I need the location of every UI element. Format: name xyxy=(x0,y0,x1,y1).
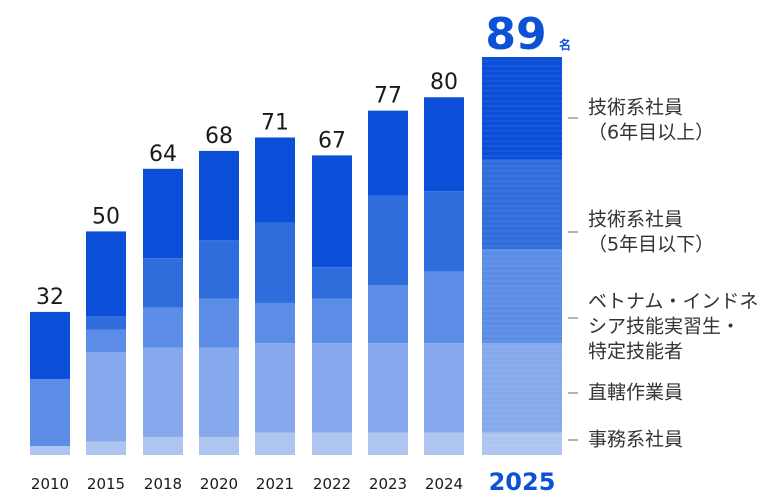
bar-segment-2020-1 xyxy=(199,347,239,438)
bar-segment-2025-4 xyxy=(482,57,562,160)
bar-segment-2018-2 xyxy=(143,307,183,348)
bar-segment-2024-4 xyxy=(424,97,464,192)
bar-segment-2021-0 xyxy=(255,432,295,455)
bar-segment-2021-2 xyxy=(255,302,295,344)
bars-layer xyxy=(30,57,562,455)
total-label-2022: 67 xyxy=(318,128,346,153)
total-label-2010: 32 xyxy=(36,285,64,310)
bar-segment-2021-3 xyxy=(255,222,295,303)
legend-item-4: 事務系社員 xyxy=(568,429,683,451)
bar-segment-2015-2 xyxy=(86,329,126,353)
year-label-2015: 2015 xyxy=(87,475,125,493)
bar-segment-2023-2 xyxy=(368,285,408,344)
bar-segment-2025-0 xyxy=(482,432,562,455)
legend-item-1: 技術系社員 （5年目以下） xyxy=(568,209,714,256)
total-unit-label: 名 xyxy=(559,37,571,52)
bar-segment-2021-1 xyxy=(255,343,295,433)
bar-segment-2021-4 xyxy=(255,137,295,223)
legend-label-line: シア技能実習生・ xyxy=(588,316,740,338)
year-labels-layer: 2010 2015 2018 2020 2021 2022 2023 2024 2025 xyxy=(31,468,555,496)
bar-segment-2010-4 xyxy=(30,311,70,379)
total-label-2025: 89 xyxy=(485,9,546,60)
bar-segment-2022-4 xyxy=(312,155,352,268)
bar-segment-2015-4 xyxy=(86,231,126,317)
year-label-2021: 2021 xyxy=(256,475,294,493)
bar-segment-2023-4 xyxy=(368,110,408,196)
year-label-2022: 2022 xyxy=(313,475,351,493)
bar-segment-2018-0 xyxy=(143,437,183,455)
year-label-2018: 2018 xyxy=(144,475,182,493)
bar-segment-2024-2 xyxy=(424,271,464,344)
year-label-2023: 2023 xyxy=(369,475,407,493)
bar-segment-2023-0 xyxy=(368,432,408,455)
bar-segment-2025-2 xyxy=(482,249,562,344)
bar-segment-2024-1 xyxy=(424,343,464,433)
legend-label-line: （6年目以上） xyxy=(588,122,714,144)
bar-segment-2022-0 xyxy=(312,432,352,455)
legend-label-line: 技術系社員 xyxy=(588,209,683,231)
total-label-2020: 68 xyxy=(205,124,233,149)
bar-segment-2020-3 xyxy=(199,240,239,299)
legend-item-0: 技術系社員 （6年目以上） xyxy=(568,97,714,144)
bar-segment-2020-0 xyxy=(199,437,239,455)
total-label-2024: 80 xyxy=(430,70,458,95)
legend-label-line: ベトナム・インドネ xyxy=(588,291,758,313)
legend-item-3: 直轄作業員 xyxy=(568,382,683,404)
year-label-2010: 2010 xyxy=(31,475,69,493)
bar-segment-2010-0 xyxy=(30,446,70,455)
bar-segment-2018-3 xyxy=(143,258,183,308)
total-label-2018: 64 xyxy=(149,142,177,167)
bar-segment-2022-2 xyxy=(312,298,352,344)
total-label-2015: 50 xyxy=(92,204,120,229)
bar-segment-2015-3 xyxy=(86,316,126,330)
bar-segment-2022-1 xyxy=(312,343,352,433)
bar-segment-2015-0 xyxy=(86,441,126,455)
bar-segment-2025-3 xyxy=(482,159,562,250)
bar-segment-2023-1 xyxy=(368,343,408,433)
bar-segment-2024-3 xyxy=(424,191,464,272)
total-label-2023: 77 xyxy=(374,84,402,109)
bar-segment-2010-2 xyxy=(30,378,70,447)
year-label-2024: 2024 xyxy=(425,475,463,493)
legend-label-line: 特定技能者 xyxy=(588,341,683,363)
legend: 技術系社員 （6年目以上） 技術系社員 （5年目以下） ベトナム・インドネシア技能実習生… xyxy=(568,97,758,451)
legend-label-line: 事務系社員 xyxy=(588,429,683,451)
bar-segment-2024-0 xyxy=(424,432,464,455)
bar-segment-2020-2 xyxy=(199,298,239,348)
bar-segment-2023-3 xyxy=(368,195,408,286)
bar-segment-2018-4 xyxy=(143,168,183,259)
legend-label-line: 直轄作業員 xyxy=(588,382,683,404)
bar-segment-2015-1 xyxy=(86,352,126,442)
legend-label-line: （5年目以下） xyxy=(588,234,714,256)
total-labels-layer: 32 50 64 68 71 67 77 80 89 名 xyxy=(36,9,571,310)
bar-segment-2022-3 xyxy=(312,267,352,299)
bar-segment-2025-1 xyxy=(482,343,562,433)
year-label-2020: 2020 xyxy=(200,475,238,493)
bar-segment-2020-4 xyxy=(199,150,239,241)
legend-label-line: 技術系社員 xyxy=(588,97,683,119)
bar-segment-2018-1 xyxy=(143,347,183,438)
total-label-2021: 71 xyxy=(261,110,289,135)
year-label-2025: 2025 xyxy=(489,468,556,496)
